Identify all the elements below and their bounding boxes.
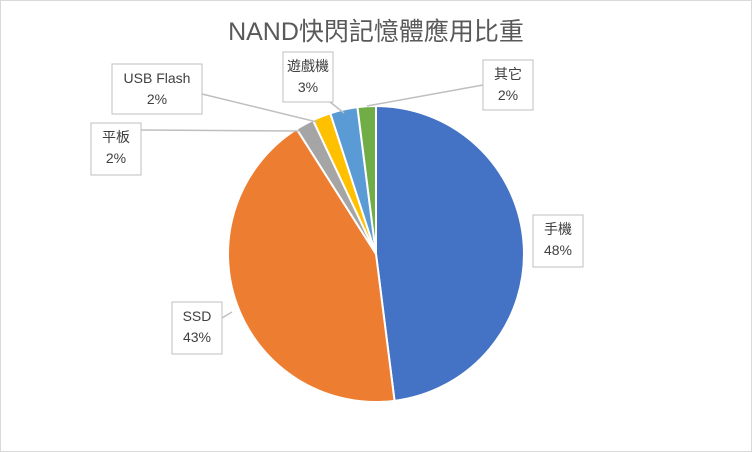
label-name-ssd: SSD	[183, 308, 212, 324]
label-value-遊戲機: 3%	[298, 79, 318, 95]
data-labels: 手機 48% SSD 43% 平板 2% USB Flash 2% 遊戲機 3% 其它 2%	[90, 51, 584, 355]
label-name-平板: 平板	[102, 129, 130, 145]
label-box-遊戲機	[282, 51, 334, 103]
label-box-usb-flash	[111, 63, 203, 115]
chart-title: NAND快閃記憶體應用比重	[228, 18, 524, 46]
slice-手機	[375, 104, 525, 402]
label-value-其它: 2%	[498, 87, 518, 103]
leader-line-遊戲機	[329, 101, 345, 114]
slice-其它	[356, 104, 377, 255]
label-name-usb-flash: USB Flash	[124, 70, 191, 86]
label-value-ssd: 43%	[183, 329, 211, 345]
label-box-其它	[482, 59, 534, 111]
label-name-遊戲機: 遊戲機	[287, 58, 329, 74]
leader-lines	[140, 84, 484, 319]
label-value-usb-flash: 2%	[147, 91, 167, 107]
label-box-手機	[532, 214, 584, 268]
label-value-平板: 2%	[106, 150, 126, 166]
label-name-手機: 手機	[544, 221, 572, 237]
leader-line-usb-flash	[201, 93, 318, 123]
leader-line-ssd	[221, 311, 233, 319]
pie-slices	[227, 104, 525, 403]
label-name-其它: 其它	[494, 66, 522, 82]
label-value-手機: 48%	[544, 242, 572, 258]
label-box-平板	[90, 122, 142, 176]
slice-ssd	[227, 127, 396, 403]
label-box-ssd	[171, 301, 223, 355]
leader-line-其它	[366, 84, 484, 107]
leader-line-平板	[140, 129, 300, 132]
